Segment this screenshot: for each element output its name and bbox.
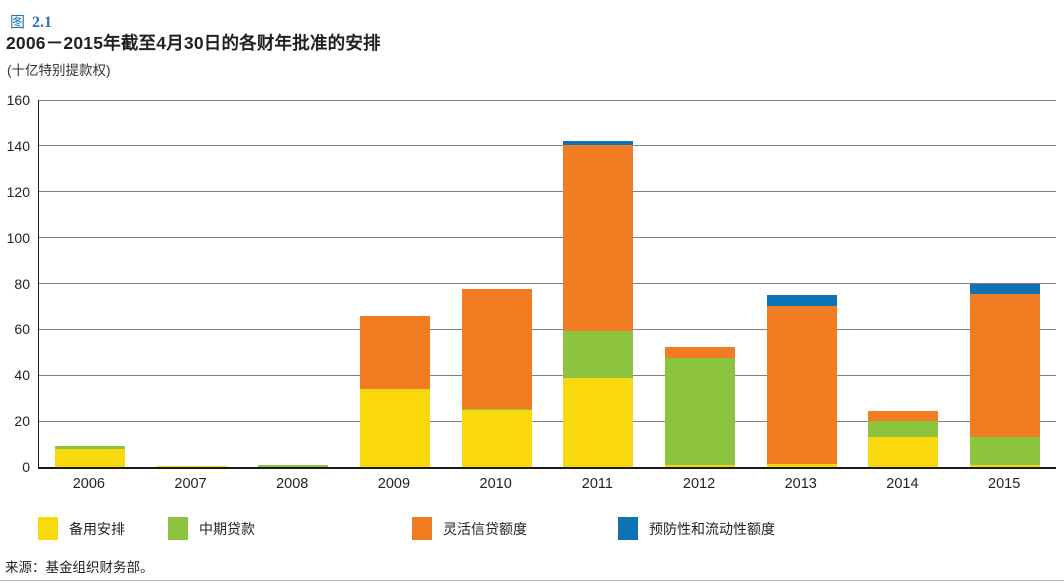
bar-2007 bbox=[156, 465, 227, 467]
x-axis-label-2011: 2011 bbox=[581, 476, 613, 492]
bar-2006 bbox=[54, 446, 125, 467]
bar-segment-2014-中期贷款 bbox=[868, 421, 939, 437]
x-axis-label-2015: 2015 bbox=[988, 476, 1021, 492]
gridline-20 bbox=[39, 420, 1056, 422]
bottom-divider bbox=[0, 580, 1064, 581]
bar-segment-2014-灵活信贷额度 bbox=[868, 410, 939, 422]
gridline-160 bbox=[39, 99, 1056, 101]
gridline-60 bbox=[39, 328, 1056, 330]
x-axis-label-2006: 2006 bbox=[72, 476, 105, 492]
bar-2009 bbox=[359, 315, 430, 467]
bar-segment-2012-备用安排 bbox=[665, 464, 736, 467]
legend-label-fcl: 灵活信贷额度 bbox=[443, 520, 527, 537]
legend-swatch-eff bbox=[168, 517, 188, 540]
bar-segment-2011-灵活信贷额度 bbox=[563, 144, 634, 331]
bar-segment-2012-灵活信贷额度 bbox=[665, 346, 736, 358]
bar-segment-2011-备用安排 bbox=[563, 377, 634, 467]
legend-label-sba: 备用安排 bbox=[69, 520, 125, 537]
legend-swatch-fcl bbox=[412, 517, 432, 540]
bar-segment-2009-备用安排 bbox=[359, 389, 430, 467]
plot-area bbox=[38, 99, 1056, 469]
gridline-100 bbox=[39, 237, 1056, 239]
bar-segment-2009-灵活信贷额度 bbox=[359, 315, 430, 390]
legend-item-pll: 预防性和流动性额度 bbox=[618, 517, 775, 540]
bar-segment-2010-灵活信贷额度 bbox=[461, 289, 532, 409]
y-tick-label-160: 160 bbox=[6, 92, 30, 108]
y-tick-label-40: 40 bbox=[14, 367, 30, 384]
bar-segment-2015-预防性和流动性额度 bbox=[970, 284, 1041, 295]
bar-2015 bbox=[970, 284, 1041, 467]
bar-2013 bbox=[766, 295, 837, 467]
bar-segment-2013-预防性和流动性额度 bbox=[766, 295, 837, 306]
legend-item-sba: 备用安排 bbox=[38, 517, 125, 540]
chart-unit-subtitle: (十亿特别提款权) bbox=[7, 63, 111, 78]
stacked-bar-chart: 0 20 40 60 80 100 120 140 160 2006 2007 2008 2009 201… bbox=[0, 92, 1064, 500]
y-tick-label-120: 120 bbox=[6, 183, 30, 200]
figure-label-text: 图 bbox=[10, 14, 26, 31]
legend-item-eff: 中期贷款 bbox=[168, 517, 255, 540]
figure-label: 图 2.1 bbox=[10, 11, 52, 32]
source-text: 来源：基金组织财务部。 bbox=[5, 560, 154, 575]
x-axis-label-2009: 2009 bbox=[377, 476, 411, 492]
bar-segment-2013-灵活信贷额度 bbox=[766, 305, 837, 465]
y-tick-label-60: 60 bbox=[14, 321, 30, 338]
gridline-80 bbox=[39, 283, 1056, 284]
bar-segment-2008-中期贷款 bbox=[258, 464, 329, 467]
bar-2014 bbox=[868, 410, 939, 467]
y-tick-label-140: 140 bbox=[6, 137, 30, 154]
x-axis-label-2012: 2012 bbox=[682, 476, 716, 492]
bar-segment-2015-中期贷款 bbox=[970, 436, 1041, 465]
bar-segment-2007-备用安排 bbox=[156, 465, 227, 467]
legend-swatch-sba bbox=[38, 517, 58, 540]
y-tick-label-100: 100 bbox=[6, 229, 30, 246]
bar-segment-2015-灵活信贷额度 bbox=[970, 294, 1041, 437]
bar-segment-2013-备用安排 bbox=[766, 464, 837, 467]
y-tick-label-0: 0 bbox=[22, 459, 30, 475]
bar-segment-2014-备用安排 bbox=[868, 436, 939, 467]
bar-2008 bbox=[258, 464, 329, 467]
x-axis-label-2010: 2010 bbox=[479, 476, 512, 492]
gridline-120 bbox=[39, 191, 1056, 193]
bar-segment-2010-中期贷款 bbox=[461, 408, 532, 410]
figure-number: 2.1 bbox=[32, 14, 53, 31]
x-axis-label-2013: 2013 bbox=[784, 476, 817, 492]
bar-2011 bbox=[563, 141, 634, 467]
x-axis-label-2007: 2007 bbox=[174, 476, 207, 492]
bar-segment-2015-备用安排 bbox=[970, 464, 1041, 467]
legend-label-pll: 预防性和流动性额度 bbox=[649, 520, 775, 537]
gridline-40 bbox=[39, 374, 1056, 376]
bar-segment-2011-预防性和流动性额度 bbox=[563, 141, 634, 145]
legend-swatch-pll bbox=[618, 517, 638, 540]
legend-label-eff: 中期贷款 bbox=[199, 520, 255, 537]
bar-segment-2006-备用安排 bbox=[54, 448, 125, 467]
y-tick-label-20: 20 bbox=[14, 413, 30, 430]
legend-item-fcl: 灵活信贷额度 bbox=[412, 517, 527, 540]
gridline-140 bbox=[39, 145, 1056, 147]
bar-2012 bbox=[665, 346, 736, 467]
bar-segment-2006-中期贷款 bbox=[54, 446, 125, 449]
y-tick-label-80: 80 bbox=[14, 275, 30, 292]
bar-2010 bbox=[461, 289, 532, 467]
page-title: 2006－2015年截至4月30日的各财年批准的安排 bbox=[6, 33, 381, 53]
bar-segment-2012-中期贷款 bbox=[665, 357, 736, 465]
x-axis-label-2008: 2008 bbox=[276, 476, 309, 492]
bar-segment-2010-备用安排 bbox=[461, 409, 532, 467]
x-axis-label-2014: 2014 bbox=[886, 476, 919, 492]
bar-segment-2011-中期贷款 bbox=[563, 330, 634, 378]
